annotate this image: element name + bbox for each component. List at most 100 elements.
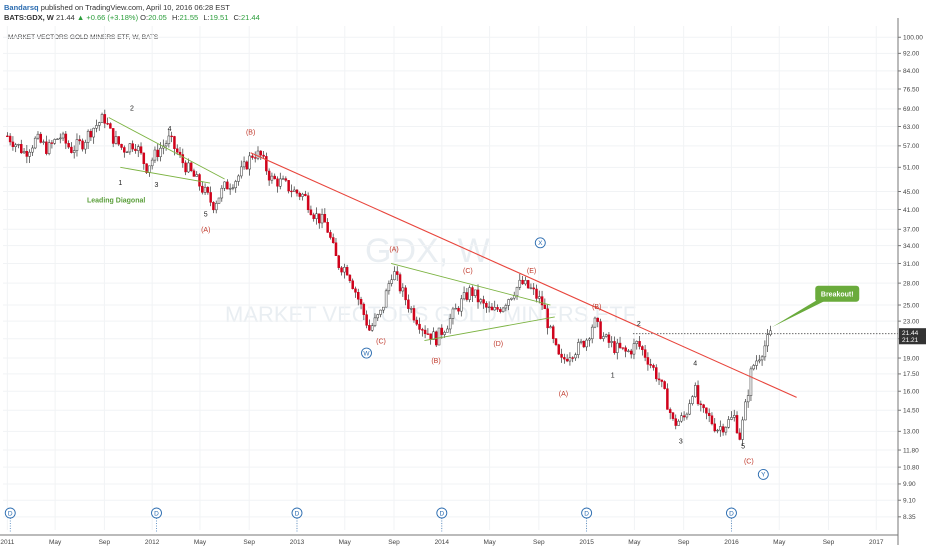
candle-body (724, 427, 728, 433)
candle-body (557, 344, 561, 355)
wave-circle-icon (534, 237, 546, 249)
candle-body (164, 143, 168, 147)
candle-body (738, 432, 742, 440)
candle-body (571, 357, 574, 359)
candle-body (36, 133, 40, 139)
candle-body (184, 162, 187, 173)
time-tick-label: Sep (99, 539, 111, 546)
candle-body (418, 323, 421, 330)
dividend-marker-label: D (295, 511, 300, 518)
time-tick-label: May (773, 539, 786, 546)
publish-info: Bandarsq published on TradingView.com, A… (4, 3, 230, 12)
price-tick-label: 57.00 (903, 143, 920, 150)
candle-body (613, 341, 616, 353)
up-arrow-icon: ▲ (76, 13, 85, 22)
price-tick-label: 19.00 (903, 355, 920, 362)
candle-body (696, 385, 700, 405)
candle-body (432, 331, 435, 340)
dividend-marker-label: D (154, 511, 159, 518)
candle-body (354, 288, 357, 293)
candle-body (666, 388, 669, 410)
wave-label: (D) (493, 341, 503, 348)
candle-body (501, 307, 505, 312)
price-tick-label: 28.00 (903, 280, 920, 287)
candle-body (596, 317, 600, 322)
candle-body (657, 378, 661, 381)
candle-body (471, 287, 474, 296)
candle-body (262, 154, 265, 157)
candle-body (766, 334, 769, 347)
candle-body (398, 274, 402, 292)
candle-body (70, 146, 73, 153)
candle-body (487, 306, 491, 309)
candle-body (6, 135, 9, 137)
candle-body (357, 292, 360, 300)
time-tick-label: May (194, 539, 207, 546)
candle-body (719, 426, 722, 431)
price-tick-label: 14.50 (903, 408, 920, 415)
price-tick-label: 31.00 (903, 261, 920, 268)
candle-body (685, 413, 689, 418)
candle-body (326, 221, 329, 233)
low-value: 19.51 (209, 13, 229, 22)
author-link[interactable]: Bandarsq (4, 3, 39, 12)
candle-body (173, 136, 176, 149)
candle-body (178, 151, 182, 155)
candle-body (31, 147, 34, 153)
candle-body (198, 174, 201, 187)
open-label: O: (140, 13, 149, 22)
candle-body (86, 130, 90, 143)
time-tick-label: Sep (388, 539, 400, 546)
candle-body (599, 321, 602, 339)
wave-circle-label: Y (761, 472, 766, 479)
candle-body (680, 415, 683, 422)
candle-body (206, 187, 210, 193)
candle-body (259, 150, 263, 156)
dividend-marker-icon (4, 507, 16, 519)
candle-body (237, 175, 240, 182)
candle-body (507, 299, 510, 306)
candle-body (632, 343, 636, 355)
candle-body (660, 379, 664, 382)
time-tick-label: 2012 (145, 539, 160, 546)
candle-body (187, 162, 190, 173)
price-tick-label: 45.00 (903, 189, 920, 196)
price-tick-label: 69.00 (903, 106, 920, 113)
time-tick-label: May (339, 539, 352, 546)
dividend-marker-icon (291, 507, 303, 519)
candle-body (465, 292, 469, 300)
candle-body (390, 279, 393, 284)
candle-body (139, 146, 143, 154)
price-tick-label: 10.80 (903, 464, 920, 471)
candle-body (50, 142, 54, 144)
candle-body (429, 333, 432, 340)
price-tick-label: 17.50 (903, 371, 920, 378)
candle-body (220, 187, 224, 199)
wave-circle-icon (757, 468, 769, 480)
candle-body (114, 136, 118, 144)
candle-body (329, 232, 332, 238)
candle-body (624, 347, 627, 352)
candle-body (710, 415, 714, 425)
candle-body (111, 128, 115, 144)
candle-body (331, 237, 335, 244)
candle-body (713, 423, 716, 432)
candle-body (20, 144, 23, 154)
candle-body (641, 346, 644, 350)
candle-body (755, 360, 758, 366)
candle-body (752, 365, 755, 370)
candle-body (593, 317, 597, 328)
wave-label: 1 (118, 180, 122, 187)
candle-body (384, 290, 388, 308)
candle-body (248, 155, 251, 170)
candle-body (170, 135, 173, 138)
wave-label: 4 (168, 126, 172, 133)
candle-body (476, 289, 480, 303)
candle-body (760, 356, 764, 361)
candle-body (426, 333, 430, 335)
candle-body (28, 151, 31, 157)
candle-body (373, 317, 377, 326)
candle-body (212, 202, 215, 211)
candle-body (705, 407, 708, 414)
